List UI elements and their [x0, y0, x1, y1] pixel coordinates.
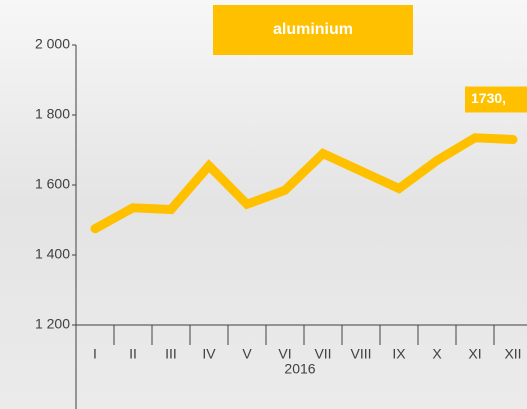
x-tick-label: VI — [278, 346, 291, 362]
x-tick-label: XII — [504, 346, 521, 362]
background — [0, 0, 527, 409]
x-tick-label: IX — [392, 346, 406, 362]
x-tick-label: IV — [202, 346, 216, 362]
x-tick-label: II — [129, 346, 137, 362]
x-tick-label: I — [93, 346, 97, 362]
y-tick-label: 1 400 — [35, 246, 70, 262]
y-tick-label: 1 800 — [35, 106, 70, 122]
chart-title: aluminium — [273, 21, 353, 38]
x-tick-label: V — [242, 346, 252, 362]
y-tick-label: 1 600 — [35, 176, 70, 192]
x-tick-label: X — [432, 346, 442, 362]
chart: aluminium 2016 1 200 1 400 1 600 1 800 2 000… — [0, 0, 527, 409]
x-tick-label: III — [165, 346, 177, 362]
y-tick-label: 2 000 — [35, 36, 70, 52]
x-axis-label: 2016 — [284, 361, 315, 377]
x-tick-label: XI — [468, 346, 481, 362]
y-tick-label: 1 200 — [35, 316, 70, 332]
value-label: 1730, — [471, 90, 506, 106]
x-tick-label: VII — [314, 346, 331, 362]
x-tick-label: VIII — [350, 346, 371, 362]
